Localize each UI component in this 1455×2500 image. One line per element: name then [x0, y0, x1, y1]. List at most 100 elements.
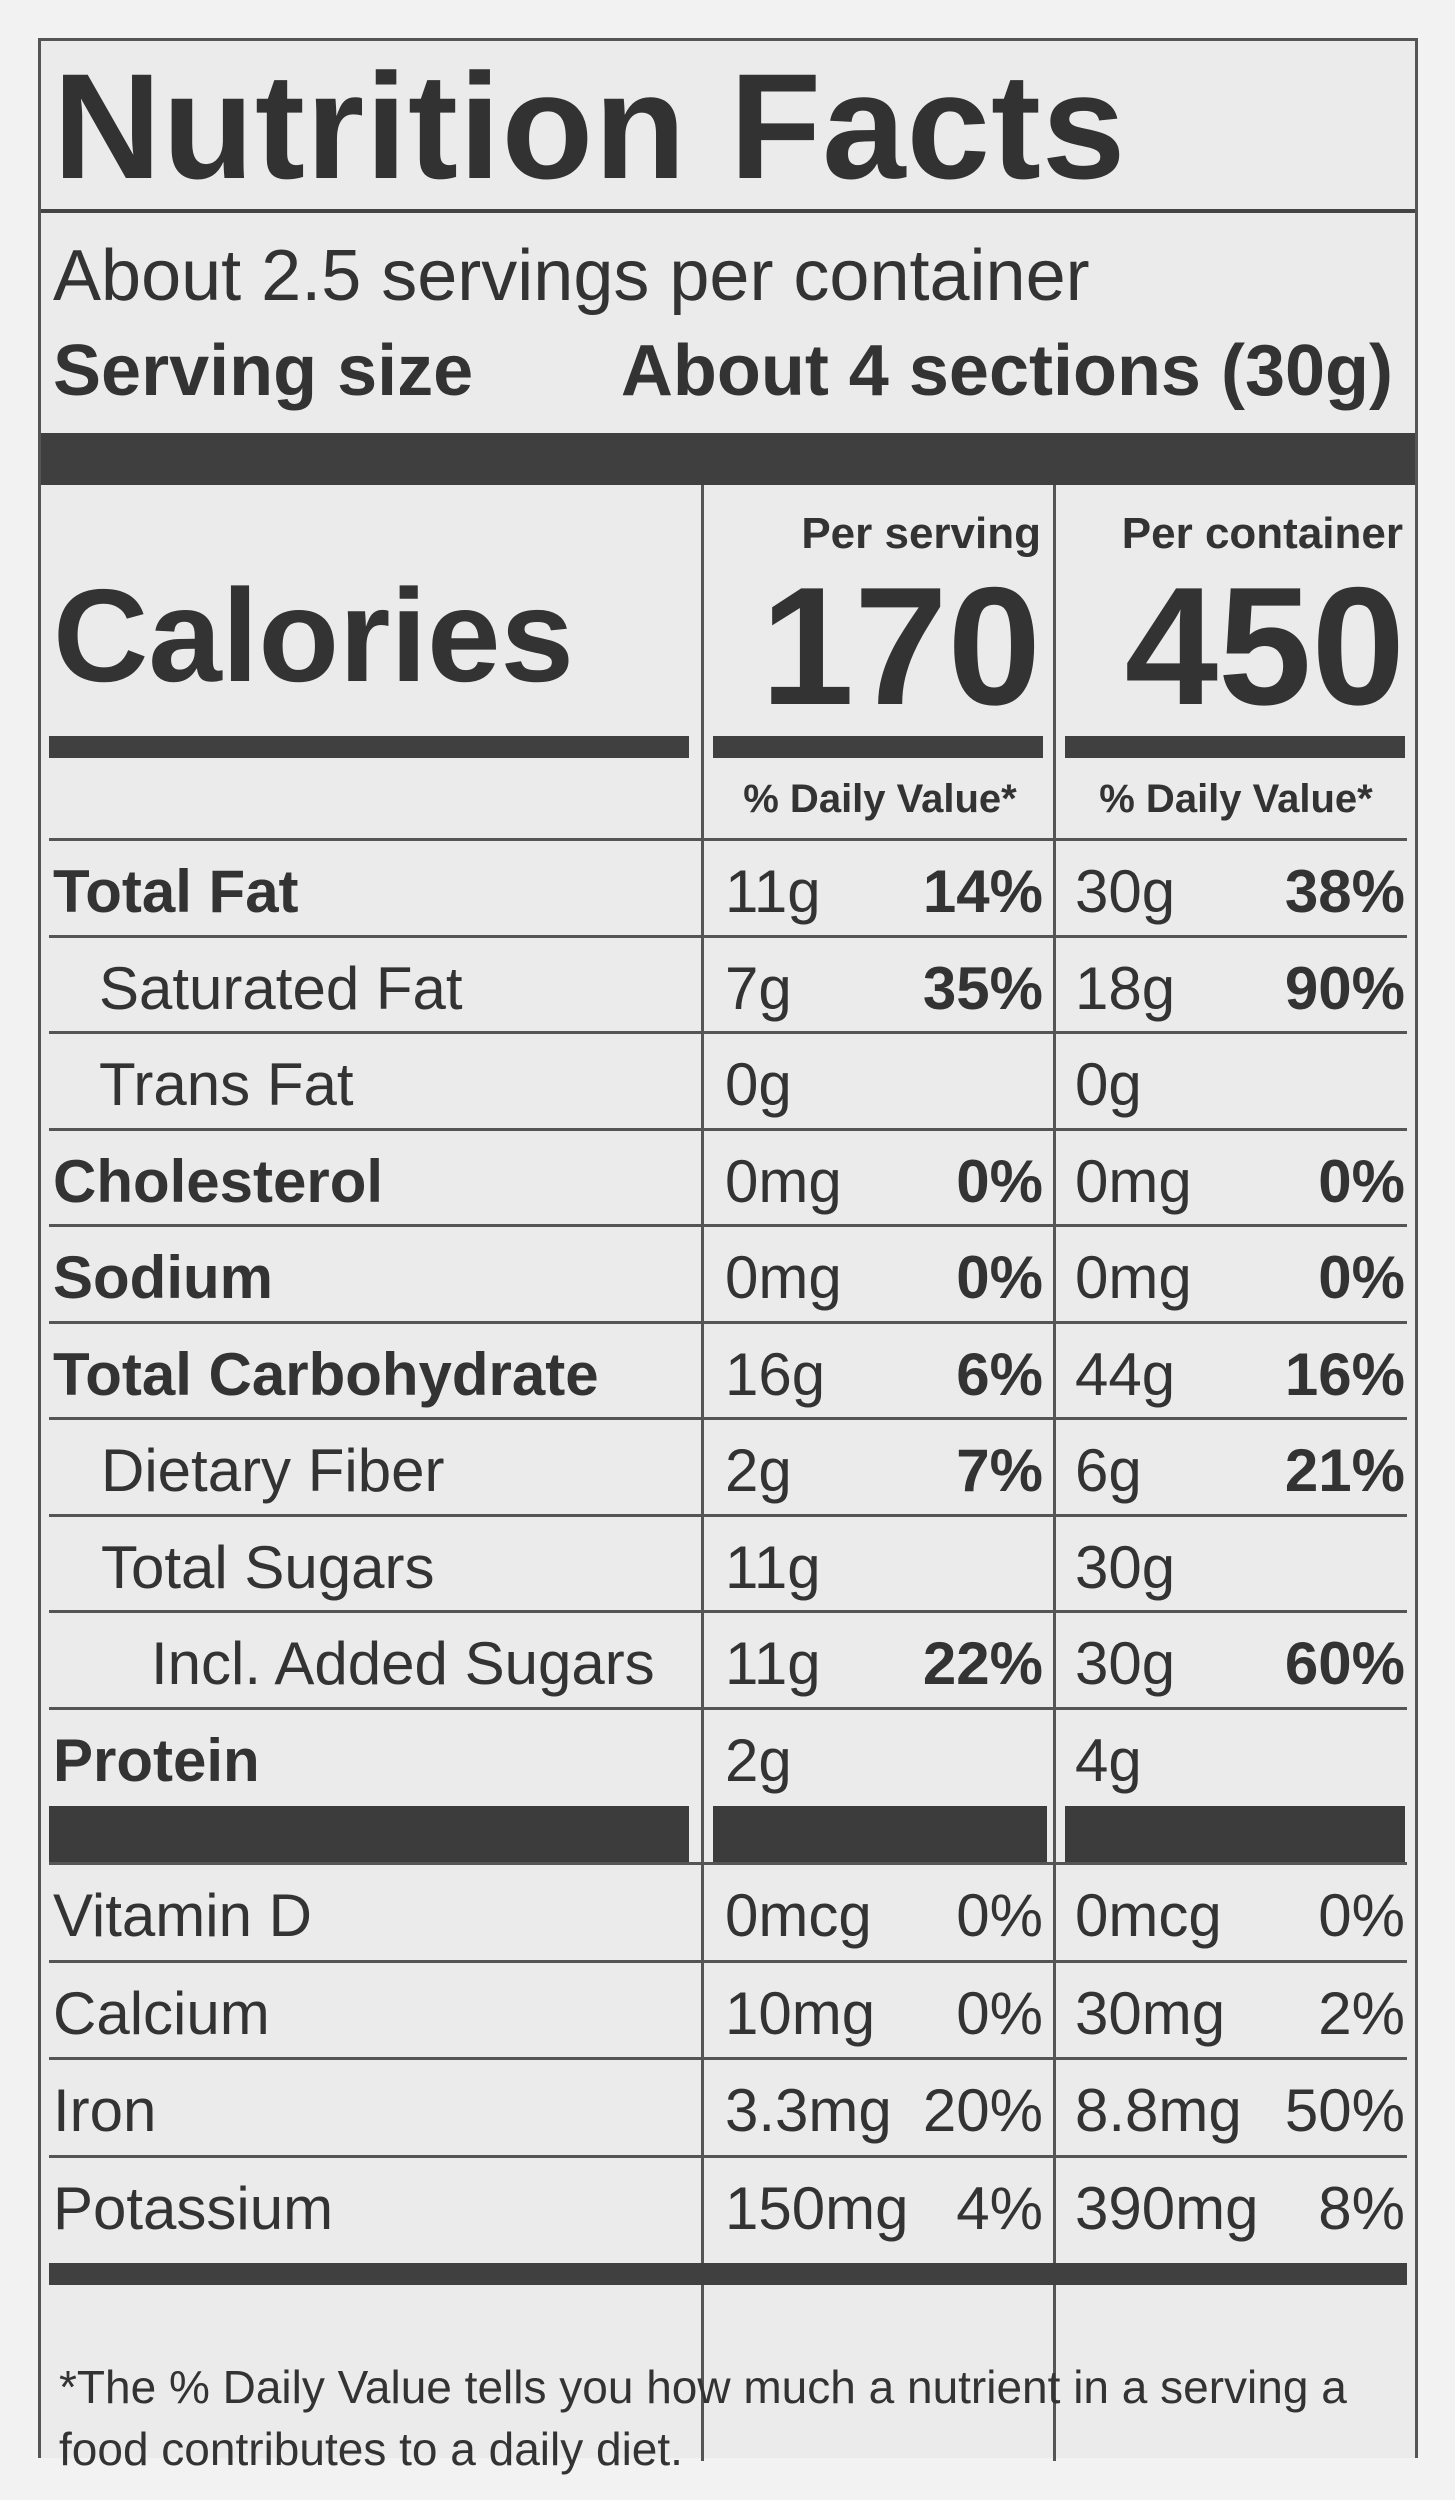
nutrient-name: Incl. Added Sugars: [151, 1630, 655, 1697]
nutrient-name: Dietary Fiber: [101, 1437, 445, 1504]
amount-per-container: 30g: [1075, 1630, 1176, 1697]
daily-value-footnote: *The % Daily Value tells you how much a …: [59, 2361, 1347, 2475]
per-container-header: Per container: [1121, 509, 1403, 558]
row-divider: [49, 934, 1407, 938]
serving-size-label: Serving size: [53, 331, 474, 411]
table-row: Sodium 0mg 0% 0mg 0%: [41, 1227, 1415, 1323]
nutrition-facts-panel: Nutrition Facts About 2.5 servings per c…: [38, 38, 1418, 2475]
amount-per-serving: 10mg: [725, 1979, 876, 2047]
thick-bar-vitamins-right: [1065, 1806, 1405, 1862]
thick-bar-bottom: [49, 2263, 1407, 2285]
amount-per-container: 0mg: [1075, 1147, 1192, 1215]
table-row: Potassium 150mg 4% 390mg 8%: [41, 2158, 1415, 2254]
amount-per-container: 30g: [1075, 1533, 1176, 1601]
daily-value-per-container: 0%: [1318, 1882, 1405, 1949]
nutrient-name: Protein: [53, 1726, 260, 1794]
daily-value-per-serving: 14%: [922, 858, 1043, 925]
panel-title: Nutrition Facts: [53, 42, 1127, 210]
table-row: Vitamin D 0mcg 0% 0mcg 0%: [41, 1865, 1415, 1961]
amount-per-serving: 0mg: [725, 1147, 842, 1215]
table-row: Cholesterol 0mg 0% 0mg 0%: [41, 1131, 1415, 1227]
calories-bar-left: [49, 736, 689, 758]
table-row: Total Carbohydrate 16g 6% 44g 16%: [41, 1324, 1415, 1420]
column-divider-2: [1053, 485, 1056, 2461]
calories-per-container: 450: [1124, 552, 1405, 740]
row-divider: [49, 1320, 1407, 1324]
column-divider-1: [701, 485, 704, 2461]
daily-value-per-serving: 35%: [922, 954, 1043, 1022]
daily-value-per-container: 21%: [1284, 1437, 1405, 1504]
row-divider: [49, 2154, 1407, 2158]
row-divider: [49, 1610, 1407, 1613]
daily-value-per-container: 8%: [1318, 2174, 1405, 2242]
nutrient-name: Calcium: [53, 1979, 270, 2047]
daily-value-per-container: 16%: [1284, 1340, 1405, 1408]
amount-per-container: 8.8mg: [1075, 2077, 1242, 2144]
table-row: Protein 2g 4g: [41, 1710, 1415, 1806]
nutrient-name: Trans Fat: [99, 1051, 354, 1118]
row-divider: [49, 1417, 1407, 1420]
nutrient-name: Total Sugars: [101, 1533, 435, 1601]
table-row: Calcium 10mg 0% 30mg 2%: [41, 1963, 1415, 2059]
table-row: Iron 3.3mg 20% 8.8mg 50%: [41, 2060, 1415, 2156]
amount-per-serving: 16g: [725, 1340, 826, 1408]
amount-per-container: 4g: [1075, 1726, 1142, 1794]
row-divider: [49, 1959, 1407, 1963]
daily-value-per-container: 38%: [1284, 858, 1405, 925]
row-divider: [49, 1031, 1407, 1034]
amount-per-container: 390mg: [1075, 2174, 1259, 2242]
daily-value-per-serving: 22%: [922, 1630, 1043, 1697]
title-divider: [41, 209, 1415, 213]
daily-value-per-container: 50%: [1284, 2077, 1405, 2144]
amount-per-container: 30g: [1075, 858, 1176, 925]
nutrient-name: Vitamin D: [53, 1882, 312, 1949]
calories-per-serving: 170: [760, 552, 1041, 740]
row-divider: [49, 1127, 1407, 1131]
dv-header-container: % Daily Value*: [1099, 777, 1373, 821]
calories-label: Calories: [53, 562, 574, 709]
row-divider: [49, 1513, 1407, 1517]
daily-value-per-serving: 6%: [956, 1340, 1043, 1408]
amount-per-serving: 7g: [725, 954, 792, 1022]
calories-bar-right: [1065, 736, 1405, 758]
nutrient-name: Sodium: [53, 1244, 273, 1311]
amount-per-container: 18g: [1075, 954, 1176, 1022]
servings-per-container: About 2.5 servings per container: [53, 236, 1090, 316]
nutrient-name: Cholesterol: [53, 1147, 384, 1215]
daily-value-per-serving: 0%: [956, 1244, 1043, 1311]
daily-value-per-serving: 0%: [956, 1979, 1043, 2047]
thick-bar-vitamins-mid: [713, 1806, 1047, 1862]
thick-bar-top: [41, 433, 1415, 485]
amount-per-serving: 0mcg: [725, 1882, 872, 1949]
daily-value-per-serving: 0%: [956, 1147, 1043, 1215]
row-divider: [49, 1862, 1407, 1865]
calories-bar-mid: [713, 736, 1043, 758]
thick-bar-vitamins-left: [49, 1806, 689, 1862]
serving-size-row: Serving size About 4 sections (30g): [53, 331, 1393, 411]
amount-per-serving: 2g: [725, 1726, 792, 1794]
daily-value-per-serving: 20%: [922, 2077, 1043, 2144]
table-row: Trans Fat 0g 0g: [41, 1034, 1415, 1130]
nutrient-name: Potassium: [53, 2174, 334, 2242]
row-divider: [49, 838, 1407, 841]
table-row: Incl. Added Sugars 11g 22% 30g 60%: [41, 1613, 1415, 1709]
amount-per-serving: 11g: [725, 858, 821, 925]
daily-value-per-container: 0%: [1318, 1244, 1405, 1311]
serving-size-value: About 4 sections (30g): [620, 331, 1393, 411]
nutrient-name: Saturated Fat: [99, 954, 463, 1022]
amount-per-container: 30mg: [1075, 1979, 1226, 2047]
amount-per-container: 6g: [1075, 1437, 1142, 1504]
amount-per-serving: 0mg: [725, 1244, 842, 1311]
daily-value-per-container: 90%: [1284, 954, 1405, 1022]
dv-header-serving: % Daily Value*: [743, 777, 1017, 821]
nutrient-name: Iron: [53, 2077, 157, 2144]
amount-per-serving: 3.3mg: [725, 2077, 892, 2144]
daily-value-per-container: 2%: [1318, 1979, 1405, 2047]
amount-per-container: 0mcg: [1075, 1882, 1222, 1949]
amount-per-serving: 11g: [725, 1533, 821, 1601]
daily-value-per-serving: 4%: [956, 2174, 1043, 2242]
amount-per-container: 0mg: [1075, 1244, 1192, 1311]
daily-value-per-container: 60%: [1284, 1630, 1405, 1697]
amount-per-serving: 2g: [725, 1437, 792, 1504]
row-divider: [49, 1224, 1407, 1227]
